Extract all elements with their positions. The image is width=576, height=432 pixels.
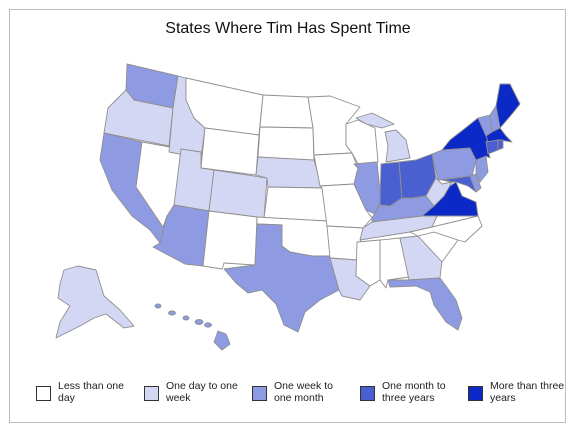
state-pa — [431, 147, 477, 181]
state-ks — [263, 186, 328, 222]
state-nj — [475, 155, 489, 183]
state-mi — [355, 112, 411, 163]
state-sd — [257, 126, 315, 163]
state-nc — [409, 215, 483, 243]
state-il — [353, 161, 382, 215]
state-ak — [55, 265, 135, 339]
legend-item-one-week-to-one-month: One week to one month — [252, 380, 352, 404]
state-tn — [359, 213, 439, 241]
state-nd — [259, 94, 314, 129]
legend-label: One day to one week — [166, 380, 238, 404]
state-wy — [200, 127, 260, 176]
state-nm — [202, 210, 258, 270]
legend-label: One month to three years — [382, 380, 446, 404]
legend: Less than one day One day to one week On… — [0, 380, 576, 420]
state-me — [495, 83, 521, 129]
legend-label: One week to one month — [274, 380, 333, 404]
legend-item-more-than-three-years: More than three years — [468, 380, 568, 404]
legend-swatch — [360, 386, 375, 401]
state-ri — [497, 139, 504, 151]
legend-swatch — [144, 386, 159, 401]
state-co — [208, 169, 268, 219]
state-de — [469, 173, 482, 193]
legend-swatch — [468, 386, 483, 401]
legend-swatch — [252, 386, 267, 401]
legend-label: Less than one day — [58, 380, 124, 404]
state-ms — [355, 239, 381, 287]
map-title: States Where Tim Has Spent Time — [165, 20, 411, 37]
legend-swatch — [36, 386, 51, 401]
state-or — [103, 89, 174, 147]
state-ga — [399, 235, 443, 281]
legend-item-one-month-to-three-years: One month to three years — [360, 380, 460, 404]
state-ct — [485, 139, 499, 155]
state-in — [379, 161, 403, 207]
state-fl — [387, 277, 463, 331]
state-tx — [223, 223, 340, 333]
legend-item-one-day-to-one-week: One day to one week — [144, 380, 244, 404]
state-ia — [313, 152, 359, 187]
legend-item-less-than-one-day: Less than one day — [36, 380, 136, 404]
legend-label: More than three years — [490, 380, 565, 404]
state-hi — [154, 303, 231, 351]
